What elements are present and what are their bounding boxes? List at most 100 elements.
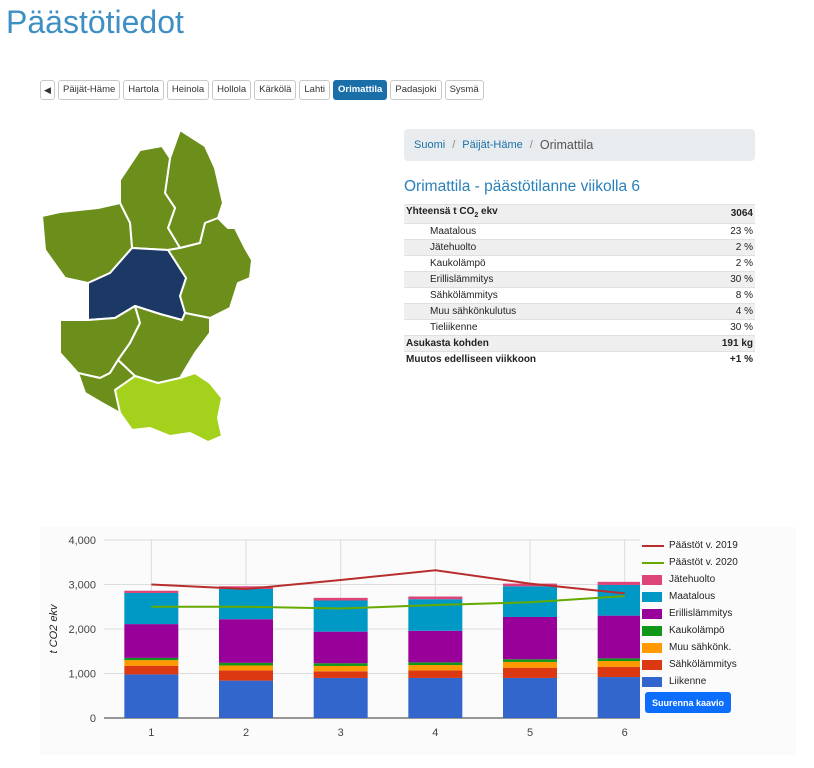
legend-label: Liikenne xyxy=(669,676,707,687)
bar-segment xyxy=(219,670,273,681)
row-label: Erillislämmitys xyxy=(404,271,683,288)
row-value: 2 % xyxy=(682,255,755,272)
x-tick-label: 4 xyxy=(432,727,438,739)
legend-item: Kaukolämpö xyxy=(642,622,738,639)
legend-color-swatch xyxy=(642,608,662,619)
bar-segment xyxy=(313,677,368,718)
change-value: +1 % xyxy=(682,351,755,367)
bar-segment xyxy=(313,631,368,664)
legend-item: Maatalous xyxy=(642,588,738,605)
table-row: Tieliikenne 30 % xyxy=(404,319,755,336)
breadcrumb-link-paijat-hame[interactable]: Päijät-Häme xyxy=(462,139,523,151)
x-tick-label: 5 xyxy=(527,727,533,739)
bar-segment xyxy=(313,671,368,678)
bar-segment xyxy=(124,665,179,675)
bar-segment xyxy=(597,661,640,667)
bar-segment xyxy=(503,616,557,660)
tab-paijat-hame[interactable]: Päijät-Häme xyxy=(58,80,121,100)
total-value: 3064 xyxy=(682,204,755,224)
change-label: Muutos edelliseen viikkoon xyxy=(404,351,683,367)
map-region-orimattila[interactable] xyxy=(114,372,223,443)
breadcrumb: Suomi / Päijät-Häme / Orimattila xyxy=(404,129,755,161)
legend-label: Kaukolämpö xyxy=(669,625,725,636)
legend-line-swatch xyxy=(642,544,664,547)
legend-color-swatch xyxy=(642,625,662,636)
enlarge-chart-button[interactable]: Suurenna kaavio xyxy=(645,692,731,713)
y-tick-label: 3,000 xyxy=(68,580,96,592)
y-tick-label: 1,000 xyxy=(68,669,96,681)
breadcrumb-separator: / xyxy=(452,139,456,151)
y-tick-label: 2,000 xyxy=(68,624,96,636)
bar-segment xyxy=(219,619,273,663)
row-label: Sähkölämmitys xyxy=(404,287,683,304)
breadcrumb-link-suomi[interactable]: Suomi xyxy=(414,139,446,151)
table-row: Erillislämmitys 30 % xyxy=(404,271,755,288)
bar-segment xyxy=(219,662,273,666)
tab-sysma[interactable]: Sysmä xyxy=(444,80,484,100)
table-row: Kaukolämpö 2 % xyxy=(404,255,755,272)
bar-segment xyxy=(408,630,463,663)
chart-area: 0 1,000 2,000 3,000 4,000 1 2 3 4 5 6 t CO2 ekv xyxy=(40,527,796,755)
series-line xyxy=(151,595,625,610)
table-row-total: Yhteensä t CO2 ekv 3064 xyxy=(404,204,755,224)
legend-item: Päästöt v. 2020 xyxy=(642,554,738,571)
total-label: Yhteensä t CO2 ekv xyxy=(404,204,683,224)
breadcrumb-separator: / xyxy=(529,139,533,151)
row-label: Jätehuolto xyxy=(404,239,683,256)
legend-label: Maatalous xyxy=(669,591,716,602)
row-value: 8 % xyxy=(682,287,755,304)
prev-arrow-icon[interactable]: ◀ xyxy=(40,80,55,100)
bar-segment xyxy=(597,658,640,662)
municipality-tabs: ◀ Päijät-Häme Hartola Heinola Hollola Kä… xyxy=(40,80,484,100)
legend-label: Päästöt v. 2020 xyxy=(669,557,738,568)
per-capita-label: Asukasta kohden xyxy=(404,335,683,352)
tab-hollola[interactable]: Hollola xyxy=(212,80,252,100)
bar-segment xyxy=(219,588,273,620)
breadcrumb-current: Orimattila xyxy=(539,138,594,152)
row-value: 30 % xyxy=(682,271,755,288)
row-label: Kaukolämpö xyxy=(404,255,683,272)
bar-segment xyxy=(219,665,273,671)
row-value: 2 % xyxy=(682,239,755,256)
bar-segment xyxy=(408,596,463,600)
legend-item: Päästöt v. 2019 xyxy=(642,537,738,554)
bar-segment xyxy=(124,657,179,661)
legend-label: Päästöt v. 2019 xyxy=(669,540,738,551)
emissions-chart: 0 1,000 2,000 3,000 4,000 1 2 3 4 5 6 t CO2 ekv xyxy=(48,535,640,739)
table-row-per-capita: Asukasta kohden 191 kg xyxy=(404,335,755,352)
legend-color-swatch xyxy=(642,659,662,670)
bar-segment xyxy=(124,660,179,666)
bar-segment xyxy=(219,586,273,589)
x-tick-label: 2 xyxy=(243,727,249,739)
legend-item: Erillislämmitys xyxy=(642,605,738,622)
row-value: 4 % xyxy=(682,303,755,320)
bar-segment xyxy=(597,677,640,718)
bar-segment xyxy=(313,665,368,672)
legend-color-swatch xyxy=(642,574,662,585)
legend-label: Erillislämmitys xyxy=(669,608,733,619)
bar-segment xyxy=(124,592,179,625)
series-line xyxy=(151,569,625,595)
bar-segment xyxy=(124,624,179,658)
row-label: Muu sähkönkulutus xyxy=(404,303,683,320)
row-value: 23 % xyxy=(682,223,755,240)
y-tick-label: 4,000 xyxy=(68,535,96,547)
bar-segment xyxy=(219,680,273,718)
bar-segment xyxy=(597,615,640,659)
tab-lahti[interactable]: Lahti xyxy=(299,80,330,100)
tab-heinola[interactable]: Heinola xyxy=(166,80,210,100)
bar-segment xyxy=(503,583,557,587)
legend-item: Jätehuolto xyxy=(642,571,738,588)
legend-label: Muu sähkönk. xyxy=(669,642,732,653)
bar-segment xyxy=(408,665,463,671)
bar-segment xyxy=(597,584,640,616)
tab-hartola[interactable]: Hartola xyxy=(123,80,164,100)
row-label: Tieliikenne xyxy=(404,319,683,336)
table-row: Sähkölämmitys 8 % xyxy=(404,287,755,304)
tab-karkola[interactable]: Kärkölä xyxy=(254,80,297,100)
tab-padasjoki[interactable]: Padasjoki xyxy=(390,80,442,100)
bar-segment xyxy=(503,659,557,662)
legend-color-swatch xyxy=(642,591,662,602)
table-row: Jätehuolto 2 % xyxy=(404,239,755,256)
tab-orimattila[interactable]: Orimattila xyxy=(333,80,388,100)
